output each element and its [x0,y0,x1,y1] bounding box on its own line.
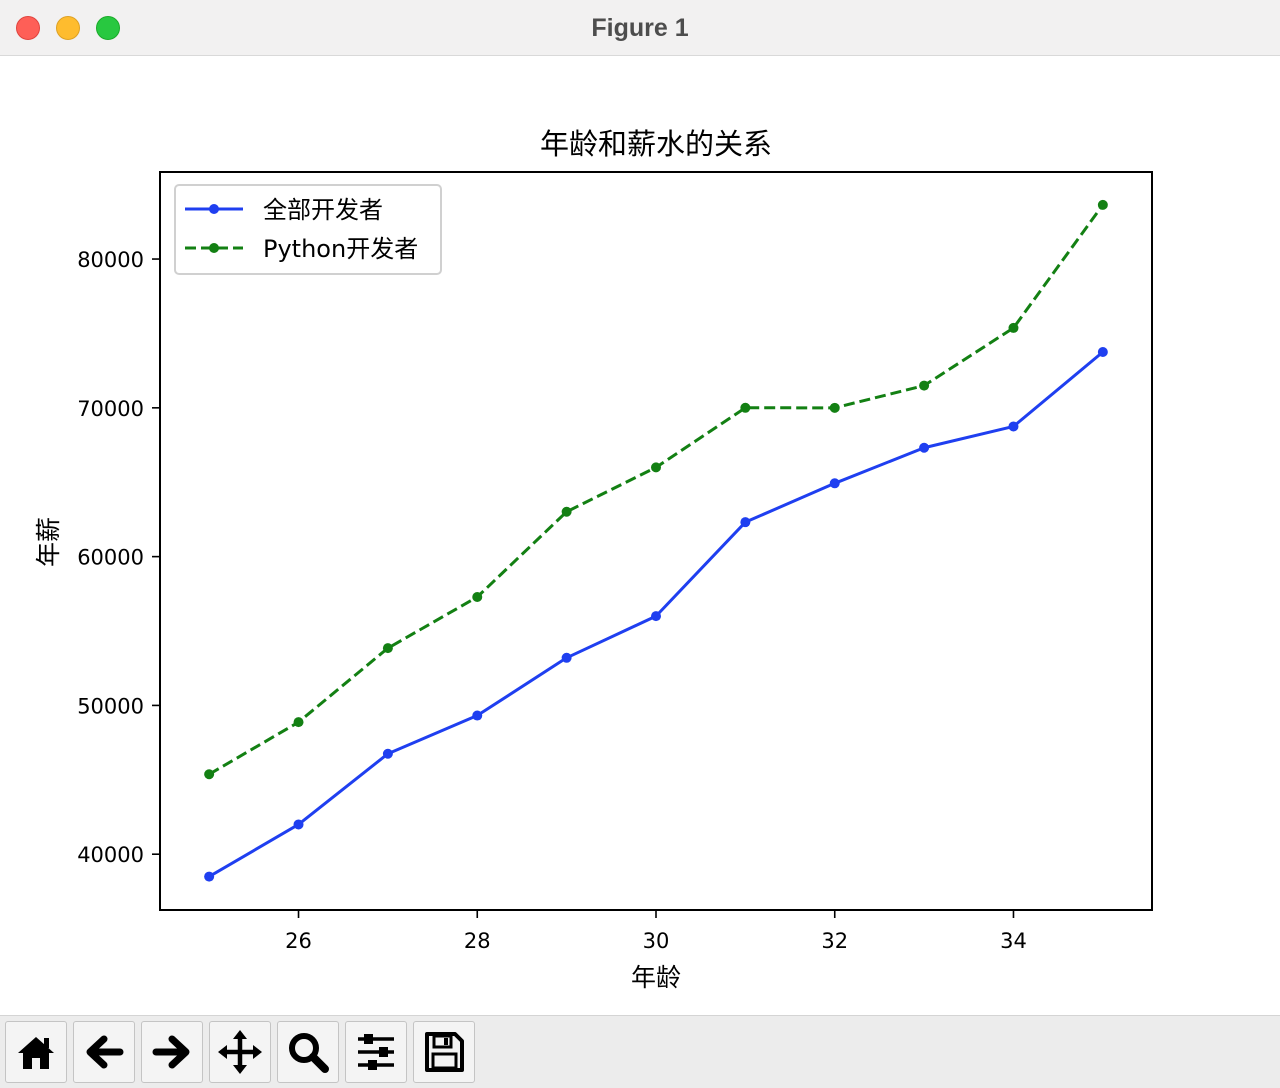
data-point-all-developers [382,748,393,759]
back-button[interactable] [73,1021,135,1083]
home-button[interactable] [5,1021,67,1083]
x-axis-label: 年龄 [631,963,681,992]
home-icon [18,1037,54,1069]
data-point-python-developers [382,643,393,654]
window-titlebar: Figure 1 [0,0,1280,56]
data-point-all-developers [919,442,930,453]
arrow-right-icon [152,1035,190,1069]
y-axis-label: 年薪 [34,517,63,567]
close-window-button[interactable] [16,16,40,40]
window-title: Figure 1 [591,14,689,42]
plot-frame [159,171,1153,911]
forward-button[interactable] [141,1021,203,1083]
data-point-python-developers [561,506,572,517]
x-tick-label: 28 [464,929,491,953]
x-axis: 26 28 30 32 34 [285,910,1027,953]
data-point-all-developers [293,819,304,830]
pan-button[interactable] [209,1021,271,1083]
legend-label: 全部开发者 [263,196,383,224]
data-point-all-developers [651,611,661,622]
legend-marker [209,243,219,253]
chart-title: 年龄和薪水的关系 [540,127,772,161]
data-point-python-developers [651,462,661,473]
data-point-all-developers [1008,421,1019,432]
data-point-python-developers [829,402,840,413]
y-tick-label: 60000 [77,546,144,570]
arrow-left-icon [86,1035,124,1069]
y-tick-label: 40000 [77,843,144,867]
configure-subplots-button[interactable] [345,1021,407,1083]
maximize-window-button[interactable] [96,16,120,40]
y-tick-label: 50000 [77,694,144,718]
series-layer [204,199,1108,882]
move-icon [218,1030,262,1074]
x-tick-label: 26 [285,929,312,953]
magnifier-icon [289,1033,329,1073]
y-axis: 40000 50000 60000 70000 80000 [77,248,160,867]
y-tick-label: 70000 [77,397,144,421]
legend-label: Python开发者 [263,235,418,263]
x-tick-label: 32 [821,929,848,953]
data-point-all-developers [1097,347,1108,358]
line-chart: 年龄和薪水的关系 26 28 30 32 34 40000 50000 60000 70000… [34,127,1153,992]
data-point-python-developers [204,769,215,780]
x-tick-label: 34 [1000,929,1027,953]
y-tick-label: 80000 [77,248,144,272]
data-point-python-developers [472,591,483,602]
data-point-all-developers [740,517,751,528]
data-point-python-developers [740,402,751,413]
data-point-all-developers [204,871,215,882]
series-line-python-developers [208,204,1105,776]
legend: 全部开发者 Python开发者 [174,184,442,275]
legend-box [174,184,442,275]
navigation-toolbar [0,1015,1280,1088]
data-point-all-developers [561,652,572,663]
data-point-all-developers [472,710,483,721]
figure-canvas[interactable]: 年龄和薪水的关系 26 28 30 32 34 40000 50000 60000 70000… [0,57,1280,1015]
zoom-button[interactable] [277,1021,339,1083]
data-point-python-developers [293,717,304,728]
data-point-python-developers [1097,199,1108,210]
minimize-window-button[interactable] [56,16,80,40]
floppy-disk-icon [425,1032,464,1072]
data-point-all-developers [829,478,840,489]
data-point-python-developers [919,380,930,391]
legend-marker [209,204,219,214]
save-button[interactable] [413,1021,475,1083]
x-tick-label: 30 [643,929,670,953]
sliders-icon [358,1034,394,1070]
data-point-python-developers [1008,322,1019,333]
